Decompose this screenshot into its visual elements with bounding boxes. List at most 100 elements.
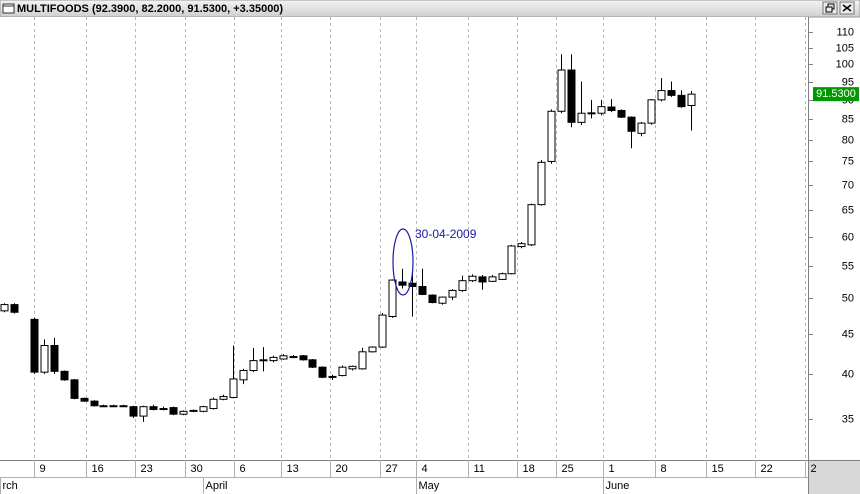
plot-area (0, 17, 808, 460)
y-tick-label: 110 (836, 26, 854, 38)
candle-body (358, 351, 367, 370)
candle-body (338, 366, 347, 377)
x-tick-label: 1 (609, 463, 615, 475)
candle-body (129, 406, 138, 417)
candle-body (398, 281, 407, 286)
candle-body (408, 282, 417, 288)
y-tick-label: 55 (842, 260, 854, 272)
candle-body (527, 204, 536, 246)
candle-body (488, 276, 497, 282)
candle-body (378, 314, 387, 348)
y-tick-label: 80 (842, 134, 854, 146)
candle-body (637, 122, 646, 134)
candle-body (279, 355, 288, 360)
y-tick-label: 35 (842, 413, 854, 425)
candle-body (428, 294, 437, 304)
candle-body (468, 275, 477, 282)
candle-body (60, 370, 69, 381)
x-tick-label: 2 (811, 463, 817, 475)
x-tick-label: 8 (661, 463, 667, 475)
restore-button[interactable] (822, 1, 838, 15)
y-tick-label: 95 (842, 76, 854, 88)
candle-body (617, 110, 626, 118)
candle-body (219, 396, 228, 400)
month-label: June (606, 480, 630, 492)
x-tick-label: 25 (562, 463, 574, 475)
candle-body (478, 276, 487, 283)
corner-box (808, 460, 860, 494)
y-tick-label: 85 (842, 113, 854, 125)
candle-body (507, 245, 516, 275)
candle-body (687, 93, 696, 107)
x-tick-label: 4 (422, 463, 428, 475)
candle-body (80, 397, 89, 402)
x-tick-label: 27 (386, 463, 398, 475)
candle-body (299, 355, 308, 361)
candle-body (537, 161, 546, 206)
candle-body (657, 90, 666, 101)
candle-body (199, 406, 208, 412)
y-tick-label: 100 (836, 58, 854, 70)
candle-body (99, 405, 108, 408)
candle-body (179, 410, 188, 415)
y-tick-label: 105 (836, 42, 854, 54)
x-tick-label: 16 (92, 463, 104, 475)
last-price-label: 91.5300 (816, 88, 856, 100)
candle-body (209, 398, 218, 410)
close-button[interactable] (839, 1, 855, 15)
month-label: April (206, 480, 228, 492)
candle-body (289, 356, 298, 359)
y-tick-label: 60 (842, 231, 854, 243)
annotation-ellipse (392, 228, 414, 296)
x-tick-label: 9 (40, 463, 46, 475)
candle-body (159, 408, 168, 411)
candle-body (438, 296, 447, 304)
x-tick-label: 20 (336, 463, 348, 475)
x-tick-label: 22 (761, 463, 773, 475)
x-tick-label: 18 (523, 463, 535, 475)
y-tick-label: 40 (842, 368, 854, 380)
candle-body (567, 69, 576, 123)
candle-body (30, 318, 39, 373)
candle-body (328, 375, 337, 378)
x-tick-label: 11 (474, 463, 485, 475)
y-tick-label: 65 (842, 204, 854, 216)
candle-body (418, 286, 427, 295)
candle-body (90, 400, 99, 407)
x-tick-label: 15 (712, 463, 724, 475)
candle-body (169, 407, 178, 415)
x-tick-label: 23 (141, 463, 153, 475)
candle-body (448, 289, 457, 298)
x-tick-label: 6 (240, 463, 246, 475)
y-tick-label: 75 (842, 155, 854, 167)
x-tick-label: 13 (287, 463, 299, 475)
candle-body (269, 356, 278, 362)
candle-body (308, 359, 317, 368)
y-tick-label: 70 (842, 179, 854, 191)
candle-body (229, 378, 238, 398)
candle-body (577, 112, 586, 123)
candle-body (259, 359, 268, 362)
candle-body (239, 370, 248, 381)
candle-body (368, 346, 377, 353)
month-label: rch (3, 480, 18, 492)
candle-body (149, 406, 158, 410)
candle-body (119, 405, 128, 408)
candle-body (388, 279, 397, 318)
candle-body (547, 110, 556, 162)
candle-body (348, 365, 357, 370)
last-price-box (813, 87, 859, 102)
candle-body (607, 106, 616, 112)
candle-body (70, 379, 79, 399)
candle-body (597, 106, 606, 114)
candle-body (139, 406, 148, 417)
candle-body (318, 366, 327, 378)
candle-body (498, 273, 507, 280)
candle-body (667, 90, 676, 96)
candle-body (517, 243, 526, 248)
candle-body (458, 280, 467, 291)
y-tick-label: 45 (842, 328, 854, 340)
window-title: MULTIFOODS (92.3900, 82.2000, 91.5300, +… (17, 3, 283, 15)
